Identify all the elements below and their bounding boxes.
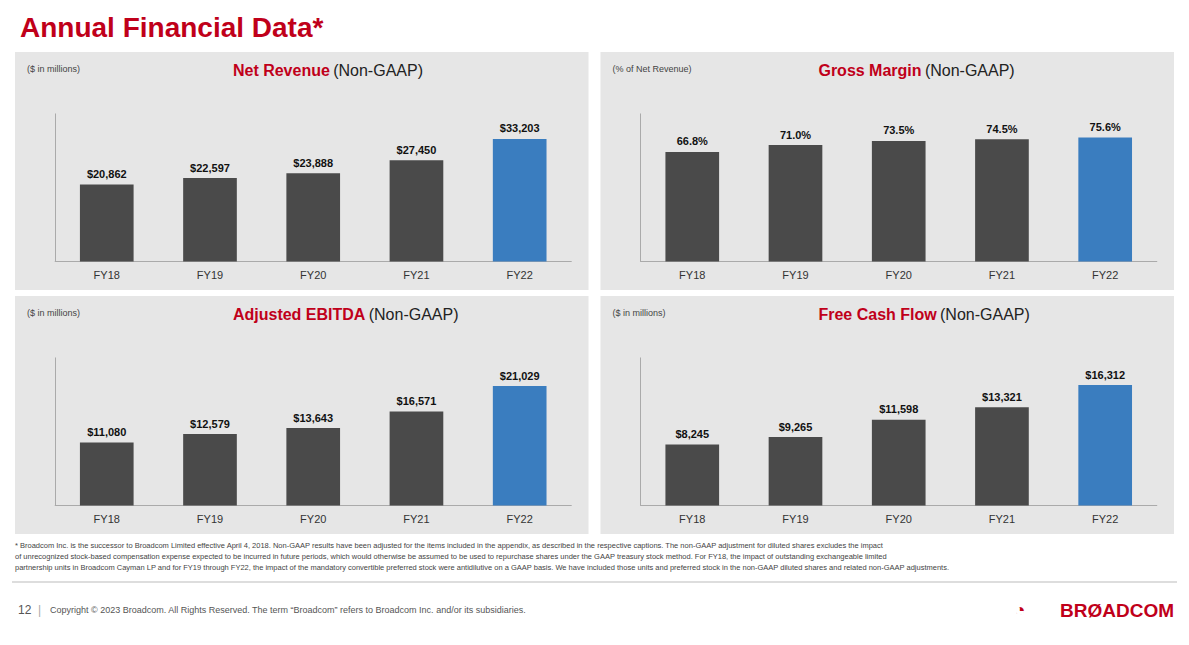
svg-text:$8,245: $8,245	[675, 428, 709, 440]
svg-text:($ in millions): ($ in millions)	[27, 64, 80, 74]
svg-text:Free Cash Flow: Free Cash Flow	[818, 306, 937, 323]
svg-text:Gross Margin: Gross Margin	[818, 62, 921, 79]
svg-text:FY22: FY22	[1092, 269, 1118, 281]
svg-text:|: |	[38, 603, 41, 617]
svg-text:(Non-GAAP): (Non-GAAP)	[940, 306, 1030, 323]
svg-text:$16,312: $16,312	[1085, 369, 1125, 381]
svg-text:FY18: FY18	[94, 269, 120, 281]
svg-text:FY20: FY20	[300, 269, 326, 281]
svg-text:FY19: FY19	[197, 513, 223, 525]
svg-text:$13,321: $13,321	[982, 391, 1022, 403]
svg-text:(Non-GAAP): (Non-GAAP)	[333, 62, 423, 79]
svg-text:FY20: FY20	[886, 269, 912, 281]
svg-text:FY22: FY22	[507, 513, 533, 525]
svg-text:($ in millions): ($ in millions)	[613, 308, 666, 318]
svg-text:partnership units in Broadcom: partnership units in Broadcom Cayman LP …	[15, 563, 949, 572]
svg-text:$9,265: $9,265	[779, 421, 813, 433]
svg-text:FY19: FY19	[782, 513, 808, 525]
svg-text:(% of Net Revenue): (% of Net Revenue)	[613, 64, 692, 74]
svg-text:of unrecognized stock-based co: of unrecognized stock-based compensation…	[15, 552, 887, 561]
svg-text:Annual Financial Data*: Annual Financial Data*	[20, 12, 323, 43]
svg-text:$11,080: $11,080	[87, 426, 126, 438]
svg-text:$21,029: $21,029	[500, 370, 540, 382]
svg-text:$22,597: $22,597	[190, 162, 230, 174]
svg-text:FY18: FY18	[679, 513, 705, 525]
svg-text:BRØADCOM: BRØADCOM	[1060, 600, 1174, 621]
svg-text:66.8%: 66.8%	[677, 135, 708, 147]
svg-text:$13,643: $13,643	[293, 412, 333, 424]
svg-text:FY22: FY22	[507, 269, 533, 281]
svg-text:(Non-GAAP): (Non-GAAP)	[925, 62, 1015, 79]
svg-text:$33,203: $33,203	[500, 122, 540, 134]
svg-text:FY18: FY18	[94, 513, 120, 525]
svg-text:71.0%: 71.0%	[780, 129, 811, 141]
svg-text:FY21: FY21	[403, 269, 429, 281]
svg-text:$16,571: $16,571	[397, 395, 437, 407]
svg-text:Net Revenue: Net Revenue	[233, 62, 330, 79]
svg-text:FY18: FY18	[679, 269, 705, 281]
svg-text:FY22: FY22	[1092, 513, 1118, 525]
svg-text:◔: ◔	[1015, 600, 1026, 620]
svg-text:$12,579: $12,579	[190, 418, 230, 430]
svg-text:73.5%: 73.5%	[883, 124, 914, 136]
svg-text:* Broadcom Inc. is the success: * Broadcom Inc. is the successor to Broa…	[15, 541, 884, 550]
svg-text:75.6%: 75.6%	[1090, 121, 1121, 133]
svg-text:$11,598: $11,598	[879, 403, 918, 415]
svg-text:FY21: FY21	[403, 513, 429, 525]
svg-text:FY20: FY20	[886, 513, 912, 525]
svg-text:$20,862: $20,862	[87, 168, 127, 180]
svg-text:12: 12	[18, 603, 32, 617]
svg-text:FY19: FY19	[782, 269, 808, 281]
svg-text:$27,450: $27,450	[397, 144, 437, 156]
svg-text:74.5%: 74.5%	[986, 123, 1017, 135]
svg-text:FY20: FY20	[300, 513, 326, 525]
svg-text:Adjusted EBITDA: Adjusted EBITDA	[233, 306, 366, 323]
svg-text:Copyright © 2023 Broadcom. All: Copyright © 2023 Broadcom. All Rights Re…	[50, 605, 526, 615]
svg-text:FY21: FY21	[989, 269, 1015, 281]
svg-text:$23,888: $23,888	[293, 157, 333, 169]
svg-text:(Non-GAAP): (Non-GAAP)	[369, 306, 459, 323]
svg-text:FY19: FY19	[197, 269, 223, 281]
svg-text:($ in millions): ($ in millions)	[27, 308, 80, 318]
svg-text:FY21: FY21	[989, 513, 1015, 525]
